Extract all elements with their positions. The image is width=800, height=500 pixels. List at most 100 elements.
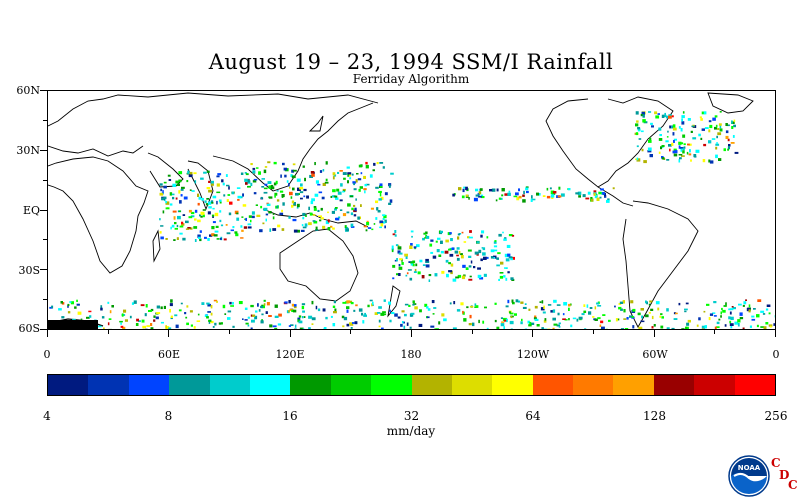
rain-pixel [583, 310, 587, 313]
rain-pixel [668, 144, 672, 147]
rain-pixel [678, 302, 681, 306]
rain-pixel [745, 299, 747, 301]
rain-pixel [651, 326, 654, 329]
rain-pixel [491, 188, 496, 192]
rain-pixel [179, 200, 182, 204]
rain-pixel [410, 230, 414, 233]
rain-pixel [209, 234, 213, 237]
colorbar-tick-label: 8 [164, 409, 173, 423]
rain-pixel [193, 226, 198, 229]
rain-pixel [550, 310, 554, 313]
rain-pixel [422, 264, 426, 266]
rain-pixel [327, 227, 331, 231]
rain-pixel [706, 303, 710, 306]
colorbar-swatch [613, 375, 654, 395]
rain-pixel [760, 310, 765, 313]
rain-pixel [749, 325, 752, 328]
rain-pixel [522, 199, 526, 203]
rain-pixel [682, 111, 685, 114]
rain-pixel [197, 313, 200, 316]
rain-pixel [384, 192, 388, 196]
rain-pixel [311, 198, 315, 202]
rain-pixel [481, 247, 484, 249]
rain-pixel [251, 319, 255, 323]
rain-pixel [169, 192, 173, 196]
rain-pixel [594, 195, 598, 199]
rain-pixel [402, 321, 405, 324]
rain-pixel [199, 230, 202, 233]
rain-pixel [300, 229, 305, 232]
rain-pixel [332, 189, 336, 193]
rain-pixel [678, 145, 681, 149]
rain-pixel [410, 312, 415, 315]
rain-pixel [263, 169, 267, 174]
rain-pixel [103, 327, 105, 329]
rain-pixel [302, 226, 307, 229]
rain-pixel [131, 302, 134, 305]
rain-pixel [174, 222, 177, 225]
rain-pixel [345, 228, 349, 232]
rain-pixel [727, 138, 730, 142]
rain-pixel [302, 328, 305, 329]
rain-pixel [381, 221, 386, 224]
rain-pixel [359, 186, 363, 189]
colorbar-swatch [694, 375, 735, 395]
rain-pixel [263, 191, 268, 194]
rain-pixel [532, 198, 536, 201]
rain-pixel [267, 181, 272, 184]
rain-pixel [346, 323, 350, 327]
rain-pixel [206, 302, 210, 305]
rain-pixel [346, 211, 350, 214]
rain-pixel [302, 217, 305, 220]
rain-pixel [364, 190, 366, 194]
rain-pixel [260, 320, 264, 324]
rain-pixel [264, 166, 268, 168]
rain-pixel [692, 137, 697, 140]
rain-pixel [461, 275, 466, 280]
rain-pixel [449, 302, 452, 305]
rain-pixel [86, 316, 90, 319]
rain-pixel [531, 195, 533, 199]
rain-pixel [463, 274, 466, 277]
rain-pixel [383, 214, 387, 219]
rain-pixel [434, 328, 437, 329]
rain-pixel [733, 119, 736, 122]
rain-pixel [679, 147, 684, 149]
rain-pixel [599, 196, 602, 199]
rain-pixel [288, 216, 291, 219]
rain-pixel [589, 307, 593, 309]
rain-pixel [169, 303, 173, 307]
rain-pixel [667, 130, 669, 133]
rain-pixel [494, 319, 497, 323]
rain-pixel [693, 154, 697, 158]
rain-pixel [458, 187, 462, 191]
rain-pixel [292, 163, 296, 166]
rain-pixel [313, 220, 318, 224]
rain-pixel [381, 327, 384, 329]
rain-pixel [153, 319, 156, 322]
rain-pixel [299, 187, 304, 190]
rain-pixel [176, 224, 179, 228]
rain-pixel [618, 303, 622, 305]
rain-pixel [204, 314, 209, 317]
rain-pixel [507, 253, 511, 257]
rain-pixel [463, 318, 467, 322]
rain-pixel [342, 188, 346, 191]
rain-pixel [675, 312, 678, 315]
rain-pixel [716, 326, 720, 328]
rain-pixel [514, 313, 517, 316]
colorbar-tick-label: 16 [282, 409, 298, 423]
rain-pixel [729, 311, 732, 315]
coastline-central-america [597, 186, 634, 207]
rain-pixel [593, 190, 597, 193]
rain-pixel [378, 198, 382, 201]
rain-pixel [708, 129, 711, 133]
rain-pixel [678, 154, 683, 156]
rain-pixel [272, 213, 275, 215]
rain-pixel [293, 306, 297, 309]
rain-pixel [269, 228, 272, 232]
rain-pixel [508, 190, 511, 193]
coastlines [48, 92, 754, 328]
rain-pixel [142, 325, 147, 329]
rain-pixel [563, 302, 568, 306]
